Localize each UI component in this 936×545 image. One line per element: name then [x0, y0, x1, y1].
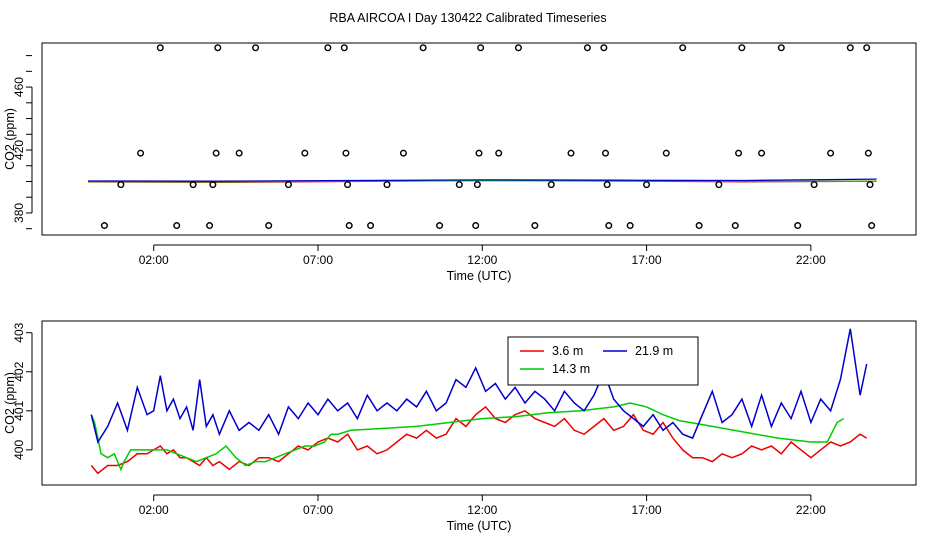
data-point: [864, 149, 872, 157]
data-point: [340, 44, 348, 52]
data-point: [324, 44, 332, 52]
legend: 3.6 m 21.9 m 14.3 m: [507, 336, 699, 386]
data-point: [100, 222, 108, 230]
data-point: [252, 44, 260, 52]
data-point: [117, 181, 125, 189]
x-tick-label: 02:00: [139, 503, 169, 517]
data-point: [603, 181, 611, 189]
data-point: [662, 149, 670, 157]
data-point: [367, 222, 375, 230]
data-point: [455, 181, 463, 189]
x-tick-label: 22:00: [796, 253, 826, 267]
y-axis-title: CO2 (ppm): [3, 108, 17, 170]
data-point: [731, 222, 739, 230]
legend-label: 3.6 m: [552, 344, 583, 358]
data-point: [846, 44, 854, 52]
data-point: [235, 149, 243, 157]
data-point: [567, 149, 575, 157]
data-point: [715, 181, 723, 189]
data-point: [866, 181, 874, 189]
data-point: [810, 181, 818, 189]
data-point: [436, 222, 444, 230]
y-tick-label: 460: [12, 77, 26, 97]
data-point: [605, 222, 613, 230]
data-point: [547, 181, 555, 189]
legend-label: 14.3 m: [552, 362, 590, 376]
data-point: [514, 44, 522, 52]
data-point: [794, 222, 802, 230]
data-point: [206, 222, 214, 230]
data-point: [758, 149, 766, 157]
data-point: [472, 222, 480, 230]
x-tick-label: 17:00: [632, 503, 662, 517]
data-point: [495, 149, 503, 157]
x-axis-title: Time (UTC): [447, 519, 512, 533]
series-line-36m: [90, 405, 868, 475]
plot-frame: [41, 42, 917, 236]
y-axis-title: CO2 (ppm): [3, 372, 17, 434]
data-point: [600, 44, 608, 52]
data-point: [868, 222, 876, 230]
top-co2-scatter-panel: 02:00 07:00 12:00 17:00 22:00 Time (UTC) 380 42…: [3, 42, 917, 283]
x-tick-label: 17:00: [632, 253, 662, 267]
data-point: [679, 44, 687, 52]
bottom-co2-line-panel: 02:00 07:00 12:00 17:00 22:00 Time (UTC) 400 40…: [3, 320, 917, 533]
series-line-219m: [87, 178, 877, 182]
data-point: [777, 44, 785, 52]
data-point: [301, 149, 309, 157]
x-tick-label: 22:00: [796, 503, 826, 517]
data-point: [383, 181, 391, 189]
data-point: [738, 44, 746, 52]
y-tick-label: 403: [12, 322, 26, 342]
data-point: [419, 44, 427, 52]
y-tick-label: 420: [12, 140, 26, 160]
series-line-143m: [90, 402, 845, 472]
data-point: [156, 44, 164, 52]
x-axis-title: Time (UTC): [447, 269, 512, 283]
x-tick-label: 07:00: [303, 253, 333, 267]
data-point: [173, 222, 181, 230]
data-point: [212, 149, 220, 157]
data-point: [473, 181, 481, 189]
data-point: [602, 149, 610, 157]
x-tick-label: 02:00: [139, 253, 169, 267]
data-point: [643, 181, 651, 189]
data-point: [475, 149, 483, 157]
y-tick-label: 380: [12, 203, 26, 223]
data-point: [265, 222, 273, 230]
data-point: [626, 222, 634, 230]
data-point: [345, 222, 353, 230]
y-tick-label: 401: [12, 400, 26, 420]
legend-box: [507, 336, 699, 386]
x-tick-label: 07:00: [303, 503, 333, 517]
data-point: [531, 222, 539, 230]
data-point: [583, 44, 591, 52]
data-point: [189, 181, 197, 189]
page-title: RBA AIRCOA I Day 130422 Calibrated Times…: [329, 11, 606, 25]
x-tick-label: 12:00: [467, 253, 497, 267]
y-tick-label: 400: [12, 440, 26, 460]
data-point: [284, 181, 292, 189]
data-point: [342, 149, 350, 157]
plot-frame: [41, 320, 917, 486]
y-tick-label: 402: [12, 361, 26, 381]
data-point: [863, 44, 871, 52]
data-point: [695, 222, 703, 230]
data-point: [477, 44, 485, 52]
data-point: [735, 149, 743, 157]
data-point: [344, 181, 352, 189]
data-point: [209, 181, 217, 189]
series-line-219m: [90, 328, 868, 444]
data-point: [827, 149, 835, 157]
data-point: [137, 149, 145, 157]
data-point: [214, 44, 222, 52]
data-point: [399, 149, 407, 157]
legend-label: 21.9 m: [635, 344, 673, 358]
x-tick-label: 12:00: [467, 503, 497, 517]
